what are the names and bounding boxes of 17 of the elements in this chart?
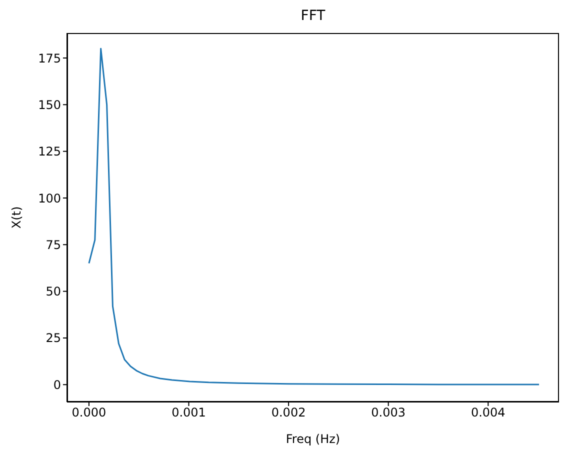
line-series	[88, 48, 540, 386]
y-tick-label: 175	[38, 51, 61, 66]
chart-title: FFT	[300, 8, 326, 24]
x-tick-label: 0.000	[72, 406, 106, 420]
y-tick-label: 50	[46, 284, 61, 299]
x-tick-label: 0.004	[470, 406, 506, 420]
y-tick-label: 125	[38, 144, 61, 159]
y-tick-label: 25	[46, 331, 61, 346]
y-axis-title: X(t)	[9, 206, 24, 229]
x-tick-label: 0.001	[172, 406, 206, 420]
y-tick-label: 0	[53, 378, 61, 392]
x-axis-title: Freq (Hz)	[286, 432, 340, 446]
y-tick-label: 75	[46, 238, 61, 252]
x-tick-label: 0.002	[271, 406, 306, 420]
x-tick-label: 0.003	[371, 406, 406, 420]
y-tick-label: 100	[38, 191, 61, 206]
y-tick-label: 150	[38, 98, 61, 112]
